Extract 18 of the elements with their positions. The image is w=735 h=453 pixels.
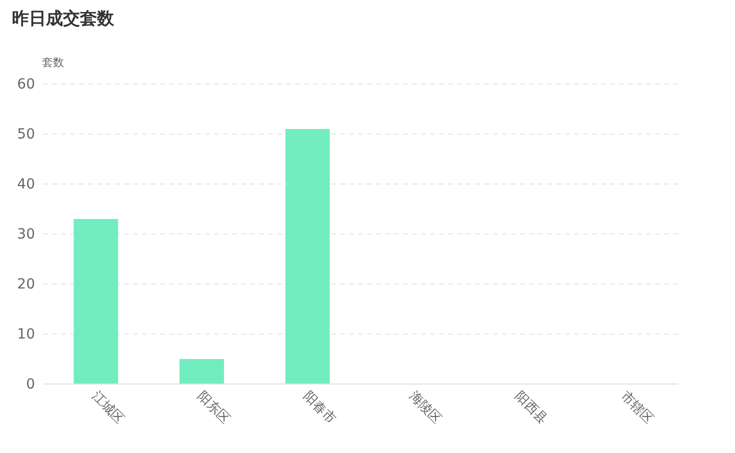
x-tick-label: 阳西县 bbox=[512, 388, 550, 427]
x-tick-label: 阳东区 bbox=[194, 388, 233, 427]
bar bbox=[285, 129, 330, 384]
x-tick-label: 市辖区 bbox=[618, 388, 656, 427]
y-tick-label: 0 bbox=[26, 376, 35, 392]
y-tick-label: 40 bbox=[17, 176, 35, 192]
y-axis-title: 套数 bbox=[42, 56, 64, 69]
chart-title: 昨日成交套数 bbox=[12, 9, 115, 29]
y-tick-label: 60 bbox=[17, 76, 35, 92]
x-tick-label: 海陵区 bbox=[406, 388, 444, 427]
bar bbox=[180, 359, 224, 384]
y-tick-label: 30 bbox=[17, 226, 35, 242]
y-tick-label: 20 bbox=[17, 276, 35, 292]
y-tick-label: 10 bbox=[17, 326, 35, 342]
bar bbox=[74, 219, 118, 384]
x-tick-label: 江城区 bbox=[88, 388, 127, 427]
x-tick-label: 阳春市 bbox=[300, 388, 338, 427]
y-tick-label: 50 bbox=[17, 126, 35, 142]
